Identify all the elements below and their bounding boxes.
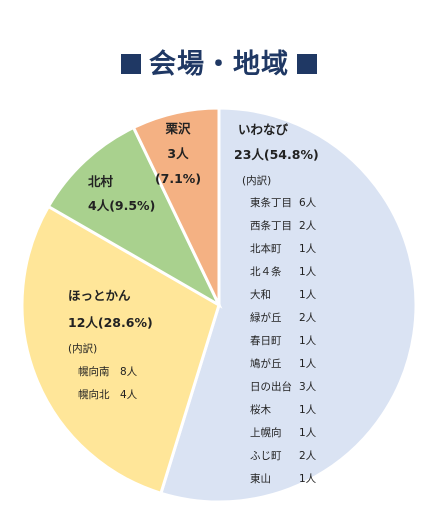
iwanabi-area-count: 1人: [299, 289, 317, 301]
hottokan-name: ほっとかん: [68, 288, 131, 303]
slice-label-kitamura: 北村 4人(9.5%): [88, 174, 155, 213]
title-square-right-icon: [297, 54, 317, 74]
iwanabi-area-name: 東条丁目: [250, 196, 292, 209]
hottokan-area-count: 8人: [120, 366, 138, 378]
kurisawa-value-count: 3人: [167, 146, 189, 161]
iwanabi-area-count: 1人: [299, 243, 317, 255]
iwanabi-area-name: 西条丁目: [250, 219, 292, 232]
chart-title-text: 会場・地域: [149, 49, 289, 80]
iwanabi-area-name: 上幌向: [250, 426, 282, 439]
iwanabi-area-name: 大和: [250, 288, 271, 301]
kitamura-name: 北村: [88, 174, 114, 189]
iwanabi-area-count: 1人: [299, 404, 317, 416]
iwanabi-area-name: 東山: [250, 472, 271, 485]
iwanabi-area-count: 6人: [299, 197, 317, 209]
iwanabi-area-name: 緑が丘: [250, 311, 282, 324]
iwanabi-area-count: 1人: [299, 335, 317, 347]
hottokan-breakdown-title: (内訳): [68, 342, 97, 355]
iwanabi-area-count: 3人: [299, 381, 317, 393]
hottokan-area-name: 幌向南: [78, 365, 110, 378]
iwanabi-area-name: 日の出台: [250, 380, 292, 393]
iwanabi-value: 23人(54.8%): [234, 147, 319, 162]
iwanabi-area-name: ふじ町: [250, 450, 282, 462]
title-square-left-icon: [121, 54, 141, 74]
kurisawa-value-percent: (7.1%): [155, 171, 201, 186]
iwanabi-area-name: 北４条: [250, 265, 282, 278]
pie-slice-iwanabi: [159, 106, 418, 504]
pie-slices: [20, 106, 418, 504]
iwanabi-area-count: 1人: [299, 473, 317, 485]
pie-slice-kitamura: [46, 125, 223, 309]
iwanabi-area-count: 1人: [299, 358, 317, 370]
iwanabi-area-name: 北本町: [250, 242, 282, 255]
iwanabi-area-name: 春日町: [250, 335, 282, 347]
kurisawa-name: 栗沢: [165, 121, 191, 136]
pie-slice-kurisawa: [131, 106, 221, 306]
iwanabi-name: いわなび: [238, 122, 289, 137]
iwanabi-breakdown-title: (内訳): [242, 174, 271, 187]
iwanabi-area-count: 1人: [299, 427, 317, 439]
kitamura-value: 4人(9.5%): [88, 198, 155, 213]
hottokan-area-name: 幌向北: [78, 388, 110, 401]
hottokan-area-count: 4人: [120, 389, 138, 401]
hottokan-value: 12人(28.6%): [68, 315, 153, 330]
iwanabi-area-name: 鳩が丘: [250, 357, 282, 370]
iwanabi-area-count: 2人: [299, 312, 317, 324]
chart-title: 会場・地域: [0, 42, 438, 81]
iwanabi-area-count: 2人: [299, 450, 317, 462]
iwanabi-area-name: 桜木: [250, 403, 271, 416]
slice-label-kurisawa: 栗沢 3人 (7.1%): [155, 121, 201, 186]
iwanabi-area-count: 2人: [299, 220, 317, 232]
iwanabi-area-count: 1人: [299, 266, 317, 278]
